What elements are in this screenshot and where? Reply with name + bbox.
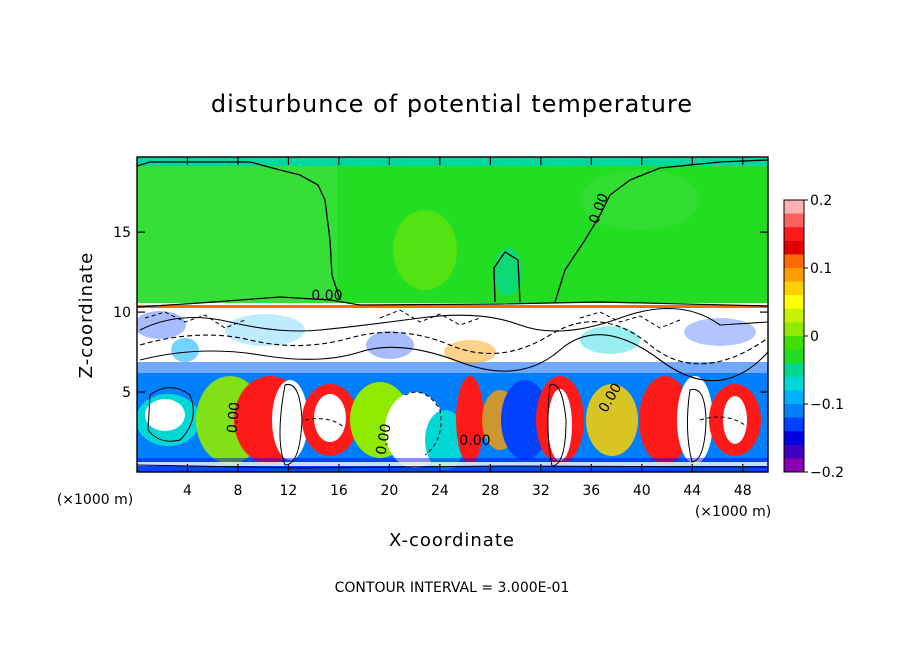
colorbar-swatch bbox=[784, 268, 804, 283]
x-tick-label: 24 bbox=[431, 483, 449, 499]
upper-right-patch bbox=[580, 170, 700, 230]
colorbar-swatch bbox=[784, 200, 804, 215]
y-axis-label: Z-coordinate bbox=[76, 252, 97, 379]
contour-zero-line bbox=[493, 251, 521, 303]
contour-lower bbox=[304, 418, 346, 429]
cloud-blob bbox=[684, 318, 756, 346]
upper-cyan-patch bbox=[494, 248, 522, 296]
contour-zero-line bbox=[554, 159, 768, 303]
cloud-blob bbox=[366, 331, 414, 359]
colorbar-swatch bbox=[784, 363, 804, 378]
x-tick-label: 20 bbox=[380, 483, 398, 499]
x-tick-label: 48 bbox=[734, 483, 752, 499]
cloud-blob bbox=[225, 314, 305, 346]
colorbar-swatch bbox=[784, 240, 804, 255]
contour-cloud bbox=[144, 311, 246, 329]
chart-title: disturbunce of potential temperature bbox=[211, 90, 693, 118]
y-tick-label: 15 bbox=[113, 225, 131, 241]
colorbar-swatch bbox=[784, 404, 804, 419]
x-axis: 4 8 12 16 20 24 28 32 36 40 44 48 bbox=[183, 157, 752, 499]
y-tick-label: 10 bbox=[113, 305, 131, 321]
x-unit-label-left: (×1000 m) bbox=[57, 492, 133, 508]
contour-label: 0.00 bbox=[311, 288, 342, 304]
colorbar-tick-label: −0.2 bbox=[810, 465, 844, 481]
contour-zero-line bbox=[137, 161, 341, 301]
contour-cloud bbox=[139, 334, 768, 382]
x-tick-label: 16 bbox=[330, 483, 348, 499]
x-tick-label: 40 bbox=[633, 483, 651, 499]
colorbar-swatch bbox=[784, 322, 804, 337]
lower-cell bbox=[145, 399, 185, 431]
lower-cell bbox=[456, 376, 484, 464]
colorbar-tick-label: 0.1 bbox=[810, 261, 832, 277]
colorbar-swatch bbox=[784, 295, 804, 310]
colorbar-swatch bbox=[784, 458, 804, 473]
upper-center-patch bbox=[393, 210, 457, 290]
colorbar-swatch bbox=[784, 281, 804, 296]
contour-cloud bbox=[139, 321, 768, 365]
colorbar-swatch bbox=[784, 308, 804, 323]
cloud-blob bbox=[444, 340, 496, 364]
y-axis: 5 10 15 bbox=[113, 225, 768, 401]
contour-interval-note: CONTOUR INTERVAL = 3.000E-01 bbox=[335, 580, 570, 596]
contour-zero-line bbox=[137, 296, 768, 308]
colorbar-swatch bbox=[784, 390, 804, 405]
cloud-layer-blue bbox=[137, 362, 768, 374]
lower-cell bbox=[425, 410, 465, 470]
colorbar-swatch bbox=[784, 417, 804, 432]
contour-lower bbox=[137, 464, 768, 469]
x-tick-label: 44 bbox=[683, 483, 701, 499]
lower-cell bbox=[272, 380, 308, 460]
contour-lower bbox=[547, 383, 567, 467]
cloud-blob bbox=[580, 326, 640, 354]
colorbar-swatch bbox=[784, 376, 804, 391]
lower-cell bbox=[314, 394, 346, 442]
colorbar: 0.2 0.1 0 −0.1 −0.2 bbox=[783, 193, 844, 481]
plot-frame bbox=[136, 156, 769, 473]
x-axis-label: X-coordinate bbox=[389, 530, 515, 551]
colorbar-swatch bbox=[784, 227, 804, 242]
x-tick-label: 36 bbox=[582, 483, 600, 499]
contour-lower bbox=[147, 387, 194, 442]
lower-cell bbox=[586, 384, 638, 456]
colorbar-tick-label: 0.2 bbox=[810, 193, 832, 209]
plot-area bbox=[137, 157, 768, 472]
contour-cloud bbox=[379, 309, 481, 326]
contour-lower bbox=[686, 388, 707, 463]
contour-label: 0.00 bbox=[373, 423, 394, 456]
colorbar-tick-label: 0 bbox=[810, 329, 819, 345]
x-tick-label: 4 bbox=[183, 483, 192, 499]
x-tick-label: 28 bbox=[481, 483, 499, 499]
contour-lower bbox=[699, 416, 746, 426]
y-tick-label: 5 bbox=[122, 385, 131, 401]
lower-cell bbox=[639, 376, 691, 464]
colorbar-swatch bbox=[784, 444, 804, 459]
colorbar-swatch bbox=[784, 336, 804, 351]
tropopause-band-orange bbox=[137, 305, 768, 308]
upper-top-band bbox=[137, 157, 768, 166]
surface-band-white bbox=[137, 462, 768, 466]
colorbar-swatch bbox=[784, 431, 804, 446]
cloud-blob bbox=[137, 311, 186, 339]
contour-label: 0.00 bbox=[459, 433, 490, 449]
x-tick-label: 12 bbox=[280, 483, 298, 499]
contour-lower bbox=[279, 383, 303, 466]
x-tick-label: 32 bbox=[532, 483, 550, 499]
contour-lower bbox=[404, 391, 442, 456]
lower-cell bbox=[548, 389, 572, 461]
x-tick-label: 8 bbox=[233, 483, 242, 499]
contour-label: 0.00 bbox=[225, 401, 244, 433]
colorbar-swatch bbox=[784, 349, 804, 364]
upper-left-patch bbox=[137, 166, 337, 306]
contour-cloud bbox=[139, 307, 768, 332]
contour-cloud bbox=[579, 311, 681, 329]
colorbar-swatch bbox=[784, 254, 804, 269]
cloud-blob bbox=[171, 338, 199, 362]
colorbar-tick-label: −0.1 bbox=[810, 397, 844, 413]
x-unit-label-right: (×1000 m) bbox=[695, 504, 771, 520]
colorbar-swatch bbox=[784, 213, 804, 228]
lower-cell bbox=[501, 380, 549, 460]
